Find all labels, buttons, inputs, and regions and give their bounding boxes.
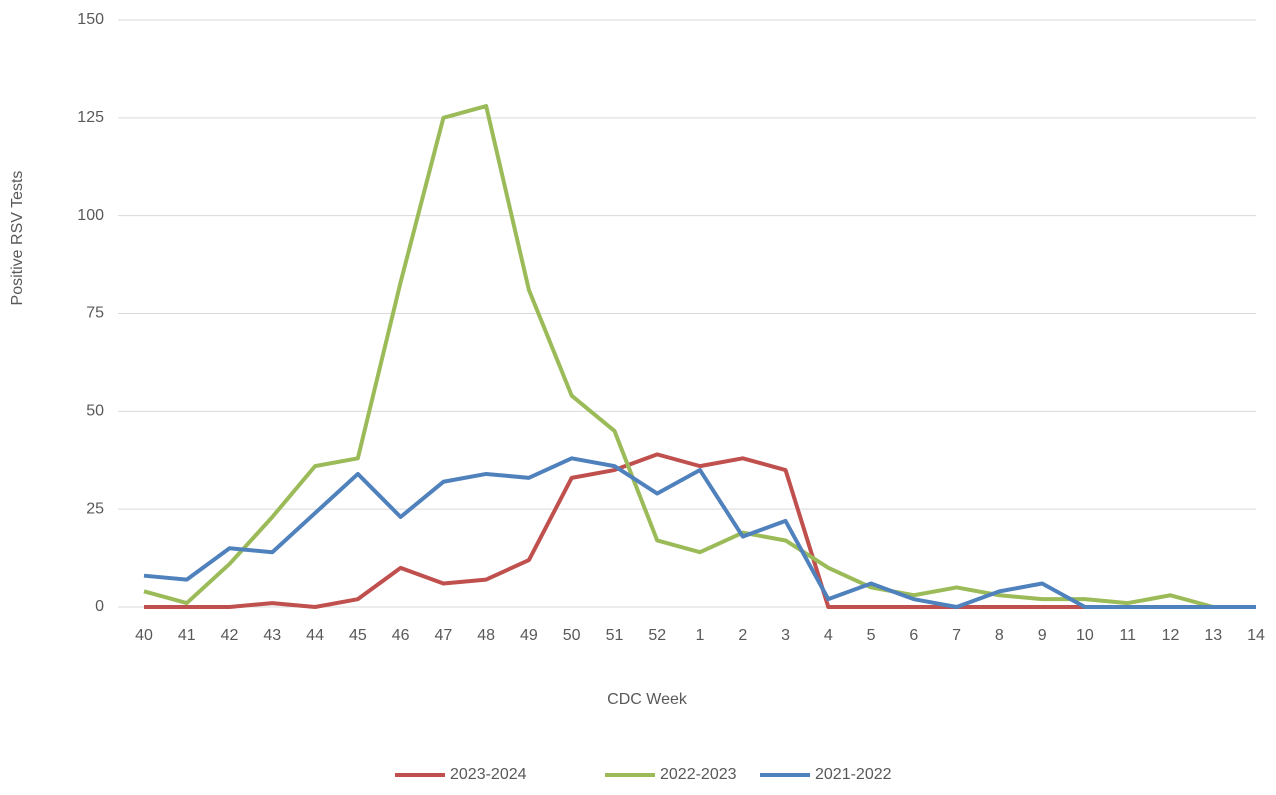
y-tick-label: 50 [86,403,104,420]
y-tick-label: 150 [77,11,104,28]
x-tick-label: 3 [781,627,790,644]
y-tick-label: 125 [77,109,104,126]
y-tick-label: 75 [86,305,104,322]
x-tick-label: 46 [392,627,410,644]
series-line [144,452,1256,609]
x-tick-label: 44 [306,627,324,644]
x-tick-label: 48 [477,627,495,644]
x-tick-label: 51 [606,627,624,644]
x-tick-label: 43 [263,627,281,644]
x-tick-label: 42 [221,627,239,644]
y-tick-label: 0 [95,598,104,615]
legend-label: 2021-2022 [815,766,892,783]
x-tick-label: 12 [1162,627,1180,644]
y-tick-label: 100 [77,207,104,224]
x-tick-label: 14 [1247,627,1265,644]
x-tick-label: 45 [349,627,367,644]
x-tick-label: 49 [520,627,538,644]
x-axis-label: CDC Week [607,691,688,708]
series-line [143,104,1256,609]
x-tick-label: 40 [135,627,153,644]
x-tick-label: 5 [867,627,876,644]
x-tick-label: 11 [1119,627,1136,644]
legend-label: 2023-2024 [450,766,527,783]
x-tick-label: 7 [952,627,961,644]
x-tick-label: 41 [178,627,196,644]
y-tick-label: 25 [86,500,104,517]
x-tick-label: 47 [434,627,452,644]
x-tick-label: 8 [995,627,1004,644]
x-tick-label: 4 [824,627,833,644]
x-tick-label: 10 [1076,627,1094,644]
x-tick-label: 1 [696,627,705,644]
x-tick-label: 9 [1038,627,1047,644]
legend-label: 2022-2023 [660,766,737,783]
x-tick-label: 13 [1204,627,1222,644]
x-tick-label: 6 [909,627,918,644]
y-axis-label: Positive RSV Tests [9,171,26,306]
series-line [143,456,1256,609]
x-tick-label: 50 [563,627,581,644]
x-tick-label: 2 [738,627,747,644]
x-tick-label: 52 [648,627,666,644]
